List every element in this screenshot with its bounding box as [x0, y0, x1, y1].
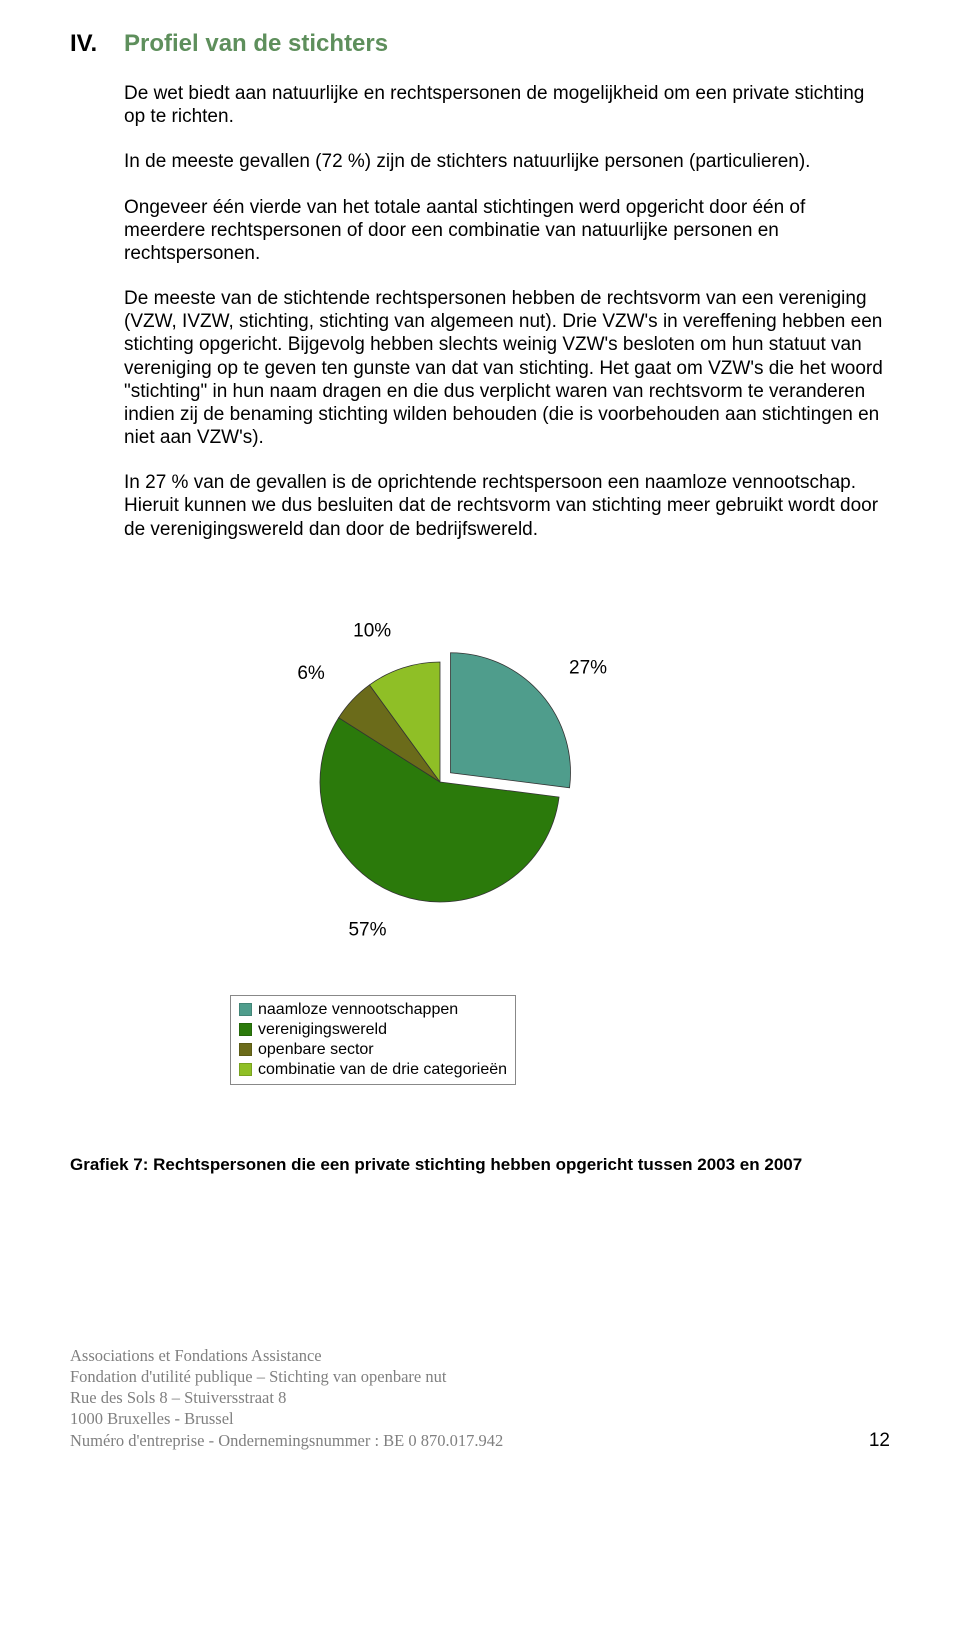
- footer-line: 1000 Bruxelles - Brussel: [70, 1408, 890, 1429]
- pie-slice: [451, 652, 571, 787]
- legend-label: naamloze vennootschappen: [258, 1000, 458, 1020]
- legend-swatch: [239, 1023, 252, 1036]
- legend-item: naamloze vennootschappen: [239, 1000, 507, 1020]
- heading-title: Profiel van de stichters: [124, 30, 388, 58]
- footer-line: Rue des Sols 8 – Stuiversstraat 8: [70, 1387, 890, 1408]
- legend-swatch: [239, 1063, 252, 1076]
- pie-slice-label: 10%: [353, 620, 391, 641]
- heading-number: IV.: [70, 30, 124, 58]
- legend-swatch: [239, 1043, 252, 1056]
- paragraph: De wet biedt aan natuurlijke en rechtspe…: [124, 82, 890, 128]
- section-heading: IV. Profiel van de stichters: [70, 30, 890, 58]
- chart-caption: Grafiek 7: Rechtspersonen die een privat…: [70, 1155, 890, 1175]
- paragraph: In 27 % van de gevallen is de oprichtend…: [124, 471, 890, 541]
- paragraph: Ongeveer één vierde van het totale aanta…: [124, 196, 890, 266]
- footer-line: Numéro d'entreprise - Ondernemingsnummer…: [70, 1430, 503, 1451]
- legend-item: combinatie van de drie categorieën: [239, 1060, 507, 1080]
- page-footer: Associations et Fondations Assistance Fo…: [70, 1345, 890, 1454]
- paragraph: De meeste van de stichtende rechtsperson…: [124, 287, 890, 449]
- pie-slice-label: 27%: [569, 657, 607, 678]
- pie-slice-label: 6%: [297, 663, 325, 684]
- footer-line: Fondation d'utilité publique – Stichting…: [70, 1366, 890, 1387]
- legend-label: openbare sector: [258, 1040, 374, 1060]
- pie-slice-label: 57%: [348, 919, 386, 940]
- legend-swatch: [239, 1003, 252, 1016]
- pie-chart: 27% 57% 6% 10%: [230, 597, 690, 967]
- legend-label: verenigingswereld: [258, 1020, 387, 1040]
- paragraph: In de meeste gevallen (72 %) zijn de sti…: [124, 150, 890, 173]
- legend-item: openbare sector: [239, 1040, 507, 1060]
- legend-item: verenigingswereld: [239, 1020, 507, 1040]
- page-number: 12: [869, 1429, 890, 1453]
- pie-chart-container: 27% 57% 6% 10% naamloze vennootschappen ver…: [230, 597, 690, 1085]
- page: IV. Profiel van de stichters De wet bied…: [0, 0, 960, 1494]
- footer-line: Associations et Fondations Assistance: [70, 1345, 890, 1366]
- legend-label: combinatie van de drie categorieën: [258, 1060, 507, 1080]
- chart-legend: naamloze vennootschappen verenigingswere…: [230, 995, 516, 1085]
- body-text: De wet biedt aan natuurlijke en rechtspe…: [124, 82, 890, 541]
